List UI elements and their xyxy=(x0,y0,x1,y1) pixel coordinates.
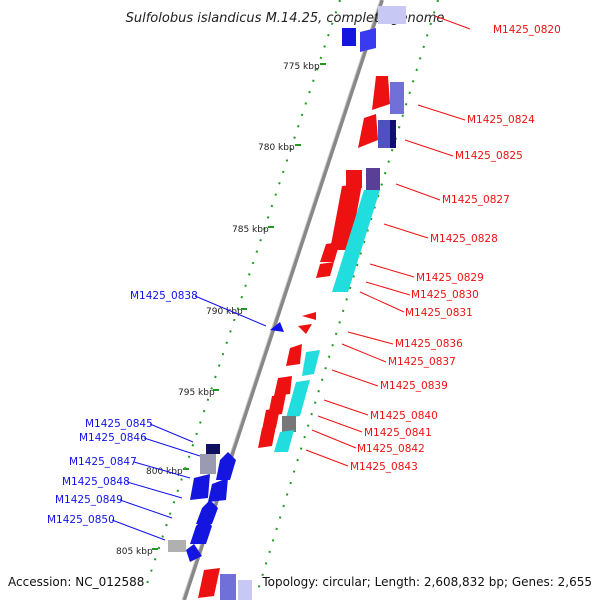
gene-feature xyxy=(366,168,380,190)
gene-label: M1425_0828 xyxy=(430,233,498,245)
gene-feature xyxy=(298,324,312,334)
gene-label: M1425_0847 xyxy=(69,456,137,468)
ruler-label: 785 kbp xyxy=(232,225,269,235)
gene-label: M1425_0840 xyxy=(370,410,438,422)
gene-label: M1425_0848 xyxy=(62,476,130,488)
gene-label: M1425_0837 xyxy=(388,356,456,368)
gene-feature xyxy=(200,454,216,474)
ruler-label: 800 kbp xyxy=(146,467,183,477)
ruler-label: 780 kbp xyxy=(258,143,295,153)
gene-feature xyxy=(282,416,296,432)
gene-label: M1425_0843 xyxy=(350,461,418,473)
gene-feature xyxy=(208,478,228,502)
gene-feature xyxy=(302,350,320,376)
gene-feature xyxy=(342,28,356,46)
gene-feature xyxy=(196,500,218,524)
gene-feature xyxy=(238,580,252,600)
gene-feature xyxy=(198,568,220,598)
gene-feature xyxy=(358,114,378,148)
gene-label: M1425_0845 xyxy=(85,418,153,430)
gene-feature xyxy=(168,540,186,552)
gene-label: M1425_0850 xyxy=(47,514,115,526)
gene-feature xyxy=(206,444,220,454)
topology-text: Topology: circular; Length: 2,608,832 bp… xyxy=(261,575,592,589)
gene-feature xyxy=(186,544,202,562)
gene-feature xyxy=(190,474,210,500)
gene-feature xyxy=(330,184,362,250)
gene-label: M1425_0824 xyxy=(467,114,535,126)
gene-feature xyxy=(360,28,376,52)
gene-feature xyxy=(274,430,294,452)
gene-feature xyxy=(390,82,404,114)
labels-left xyxy=(111,295,267,541)
gene-feature xyxy=(316,262,334,278)
gene-feature xyxy=(258,426,276,448)
gene-feature xyxy=(274,376,292,396)
gene-feature xyxy=(378,120,390,148)
gene-label: M1425_0830 xyxy=(411,289,479,301)
gene-feature xyxy=(332,190,380,292)
gene-features xyxy=(168,6,406,600)
gene-feature xyxy=(302,312,316,320)
gene-feature xyxy=(286,344,302,366)
gene-feature xyxy=(190,518,212,544)
gene-label: M1425_0839 xyxy=(380,380,448,392)
gene-label: M1425_0820 xyxy=(493,24,561,36)
gene-feature xyxy=(346,170,362,188)
gene-label: M1425_0829 xyxy=(416,272,484,284)
tick-track-outer xyxy=(144,0,341,591)
ruler-label: 795 kbp xyxy=(178,388,215,398)
accession-text: Accession: NC_012588 xyxy=(8,575,144,589)
gene-label: M1425_0842 xyxy=(357,443,425,455)
ruler-label: 775 kbp xyxy=(283,62,320,72)
map-title: Sulfolobus islandicus M.14.25, complete … xyxy=(126,11,445,26)
gene-feature xyxy=(320,242,340,262)
gene-feature xyxy=(262,408,280,430)
position-ruler: 775 kbp 780 kbp 785 kbp 790 kbp 795 kbp … xyxy=(116,62,326,557)
gene-feature xyxy=(390,120,396,148)
gene-feature xyxy=(216,452,236,480)
gene-label: M1425_0841 xyxy=(364,427,432,439)
gene-feature xyxy=(286,380,310,418)
gene-label: M1425_0849 xyxy=(55,494,123,506)
gene-feature xyxy=(372,76,390,110)
gene-label: M1425_0825 xyxy=(455,150,523,162)
gene-label: M1425_0831 xyxy=(405,307,473,319)
labels-right-text: M1425_0820 M1425_0824 M1425_0825 M1425_0… xyxy=(350,24,561,473)
labels-right xyxy=(305,15,471,467)
gene-label: M1425_0836 xyxy=(395,338,463,350)
gene-feature xyxy=(220,574,236,600)
gene-label: M1425_0838 xyxy=(130,290,198,302)
gene-label: M1425_0827 xyxy=(442,194,510,206)
gene-feature xyxy=(378,6,406,24)
ruler-label: 805 kbp xyxy=(116,547,153,557)
gene-feature xyxy=(270,322,284,332)
gene-label: M1425_0846 xyxy=(79,432,147,444)
labels-left-text: M1425_0838 M1425_0845 M1425_0846 M1425_0… xyxy=(47,290,198,526)
ruler-label: 790 kbp xyxy=(206,307,243,317)
